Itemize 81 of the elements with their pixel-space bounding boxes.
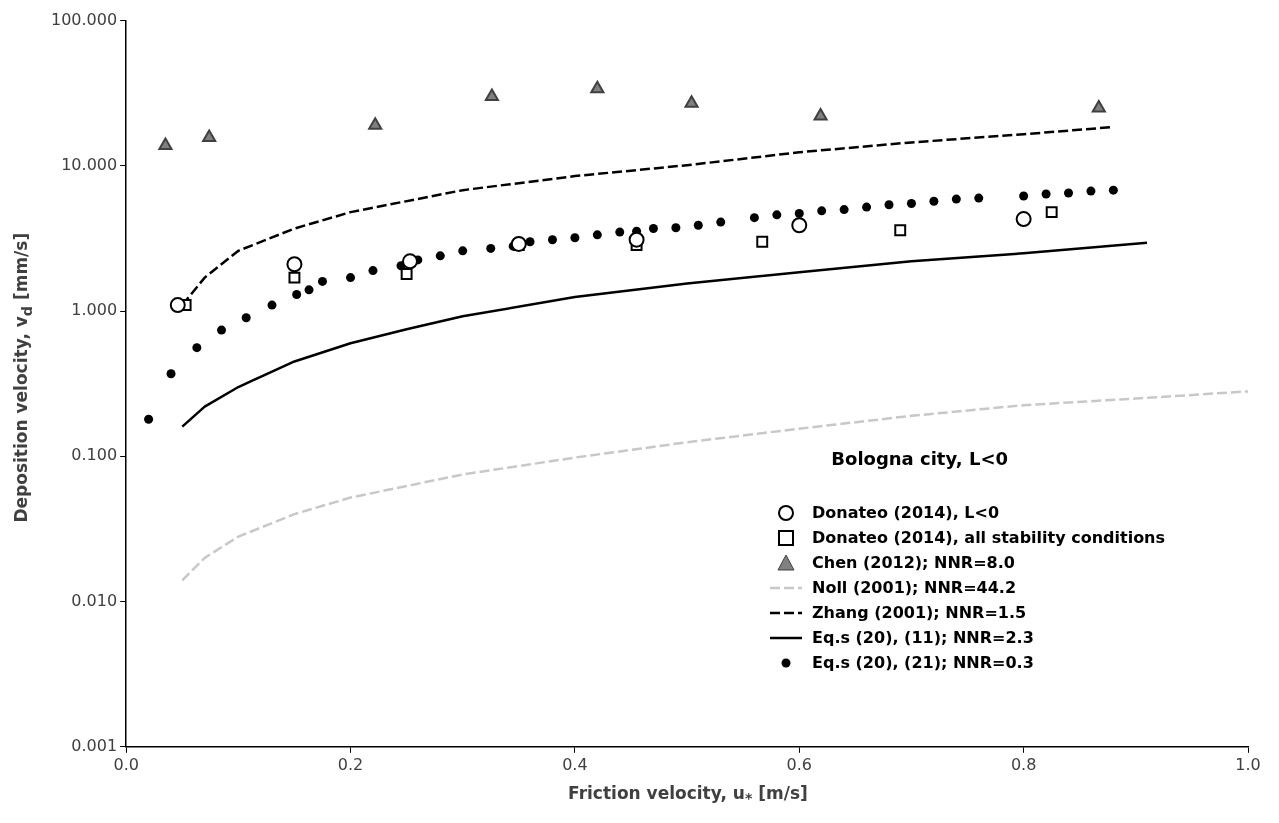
point <box>368 117 383 130</box>
point <box>401 253 418 270</box>
point <box>158 137 173 151</box>
y-tick-label: 0.001 <box>71 735 118 755</box>
point <box>693 220 703 230</box>
point <box>346 273 356 283</box>
line-series <box>181 390 1248 582</box>
point <box>510 235 527 252</box>
y-tick-label: 0.100 <box>71 445 118 465</box>
point <box>484 88 499 102</box>
point <box>590 80 605 94</box>
point <box>166 369 176 379</box>
point <box>144 414 154 424</box>
point <box>317 276 327 286</box>
point <box>929 196 939 206</box>
point <box>486 243 496 253</box>
legend-label: Eq.s (20), (11); NNR=2.3 <box>812 628 1034 647</box>
point <box>671 223 681 233</box>
point <box>813 108 828 121</box>
point <box>1108 185 1118 195</box>
point <box>615 227 625 237</box>
point <box>684 95 699 108</box>
point <box>368 266 378 276</box>
legend-label: Eq.s (20), (21); NNR=0.3 <box>812 653 1034 672</box>
legend-label: Noll (2001); NNR=44.2 <box>812 578 1017 597</box>
annotation: Bologna city, L<0 <box>831 448 1008 469</box>
point <box>292 290 302 300</box>
point <box>1041 189 1051 199</box>
point <box>648 224 658 234</box>
point <box>192 343 202 353</box>
point <box>894 224 907 237</box>
point <box>817 206 827 216</box>
y-tick-label: 100.000 <box>50 9 118 29</box>
point <box>435 251 445 261</box>
point <box>906 199 916 209</box>
point <box>791 217 808 234</box>
point <box>839 205 849 215</box>
y-tick-label: 1.000 <box>71 300 118 320</box>
point <box>400 268 413 280</box>
point <box>304 285 314 295</box>
legend-label: Chen (2012); NNR=8.0 <box>812 553 1015 572</box>
point <box>974 193 984 203</box>
point <box>716 217 726 227</box>
point <box>1045 206 1058 219</box>
point <box>547 235 557 245</box>
x-tick-label: 0.0 <box>113 754 139 774</box>
point <box>794 208 804 218</box>
point <box>772 210 782 220</box>
point <box>1064 188 1074 198</box>
point <box>1015 211 1032 228</box>
x-tick-label: 0.6 <box>786 754 812 774</box>
point <box>1086 186 1096 196</box>
point <box>202 129 217 142</box>
point <box>217 325 227 335</box>
point <box>241 313 251 323</box>
legend-label: Zhang (2001); NNR=1.5 <box>812 603 1027 622</box>
point <box>756 235 769 248</box>
point <box>951 194 961 204</box>
point <box>862 202 872 212</box>
x-tick-label: 0.2 <box>337 754 364 774</box>
y-tick-label: 10.000 <box>61 155 118 174</box>
y-tick-label: 0.010 <box>71 590 118 610</box>
point <box>1019 191 1029 201</box>
point <box>525 237 535 247</box>
point <box>288 271 301 284</box>
x-tick-label: 0.4 <box>562 754 588 774</box>
point <box>458 246 468 256</box>
x-axis-title: Friction velocity, u$_{*}$ [m/s] <box>567 782 809 806</box>
point <box>1091 100 1106 113</box>
point <box>749 213 759 223</box>
x-tick-label: 0.8 <box>1010 754 1037 774</box>
x-tick-label: 1.0 <box>1235 754 1261 774</box>
legend-label: Donateo (2014), L<0 <box>812 503 1000 522</box>
point <box>628 231 645 248</box>
legend-label: Donateo (2014), all stability conditions <box>812 528 1166 547</box>
point <box>570 233 580 243</box>
point <box>169 297 186 314</box>
point <box>884 200 894 210</box>
point <box>286 256 303 273</box>
point <box>592 230 602 240</box>
point <box>267 300 277 310</box>
